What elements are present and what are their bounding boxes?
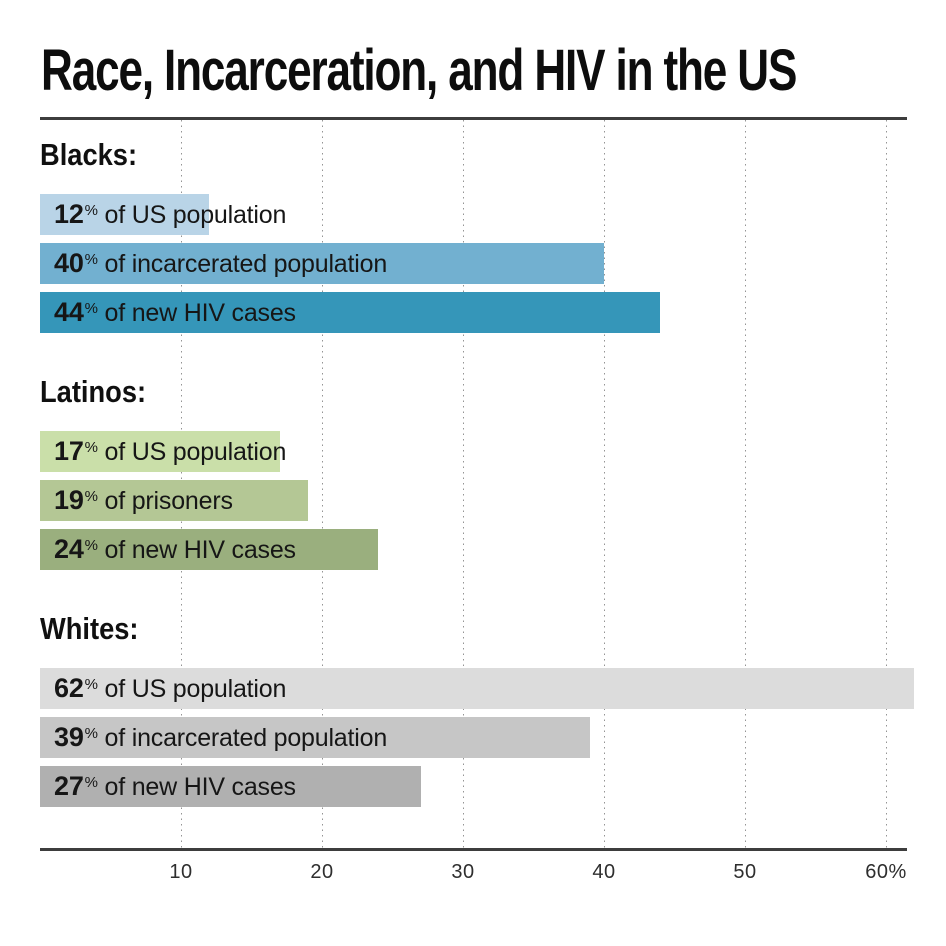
bar: 17% of US population xyxy=(40,431,286,472)
group-heading: Blacks: xyxy=(40,137,138,172)
bar-description: of new HIV cases xyxy=(97,299,297,327)
percent-sign: % xyxy=(84,725,98,742)
gridline xyxy=(745,120,746,848)
plot-area: Blacks: 12% of US population 40% of incarc… xyxy=(40,120,946,848)
group-heading: Whites: xyxy=(40,611,139,646)
x-tick-label: 40 xyxy=(592,861,616,883)
percent-sign: % xyxy=(84,774,98,791)
bar-label: 17% of US population xyxy=(54,436,286,467)
bar-label: 19% of prisoners xyxy=(54,485,233,516)
bar: 24% of new HIV cases xyxy=(40,529,379,570)
x-tick-label: 10 xyxy=(169,861,193,883)
bar-description: of incarcerated population xyxy=(97,250,388,278)
bar-label: 39% of incarcerated population xyxy=(54,722,387,753)
bar-value: 27 xyxy=(54,771,84,801)
gridline xyxy=(886,120,887,848)
bar: 62% of US population xyxy=(40,668,915,709)
bar-label: 40% of incarcerated population xyxy=(54,248,387,279)
bar: 19% of prisoners xyxy=(40,480,308,521)
percent-sign: % xyxy=(84,537,98,554)
gridline xyxy=(604,120,605,848)
bar-label: 44% of new HIV cases xyxy=(54,297,296,328)
percent-sign: % xyxy=(84,202,98,219)
bar-value: 24 xyxy=(54,534,84,564)
bar-description: of new HIV cases xyxy=(97,536,297,564)
bar-label: 27% of new HIV cases xyxy=(54,771,296,802)
group-heading: Latinos: xyxy=(40,374,147,409)
bar-label: 12% of US population xyxy=(54,199,286,230)
bar-label: 24% of new HIV cases xyxy=(54,534,296,565)
percent-sign: % xyxy=(84,300,98,317)
bar: 27% of new HIV cases xyxy=(40,766,421,807)
bar-value: 39 xyxy=(54,722,84,752)
x-tick-label: 60% xyxy=(865,861,907,883)
bar-value: 12 xyxy=(54,199,84,229)
percent-sign: % xyxy=(84,676,98,693)
bar-value: 19 xyxy=(54,485,84,515)
bar-label: 62% of US population xyxy=(54,673,286,704)
bar: 39% of incarcerated population xyxy=(40,717,590,758)
bar: 12% of US population xyxy=(40,194,286,235)
percent-sign: % xyxy=(84,251,98,268)
bar-description: of US population xyxy=(97,675,287,703)
top-rule xyxy=(40,117,907,120)
percent-sign: % xyxy=(84,439,98,456)
x-axis-line xyxy=(40,848,907,851)
bar-value: 17 xyxy=(54,436,84,466)
bar: 40% of incarcerated population xyxy=(40,243,604,284)
bar-value: 40 xyxy=(54,248,84,278)
x-tick-label: 50 xyxy=(733,861,757,883)
x-tick-label: 30 xyxy=(451,861,475,883)
gridline xyxy=(463,120,464,848)
bar-description: of incarcerated population xyxy=(97,724,388,752)
x-axis-tick-labels: 10 20 30 40 50 60% xyxy=(40,861,946,887)
bar-value: 44 xyxy=(54,297,84,327)
gridline xyxy=(322,120,323,848)
bar-description: of US population xyxy=(97,201,287,229)
bar-description: of prisoners xyxy=(97,487,233,515)
percent-sign: % xyxy=(84,488,98,505)
bar: 44% of new HIV cases xyxy=(40,292,661,333)
bar-description: of new HIV cases xyxy=(97,773,297,801)
bar-value: 62 xyxy=(54,673,84,703)
chart-title: Race, Incarceration, and HIV in the US xyxy=(41,38,797,103)
bar-description: of US population xyxy=(97,438,287,466)
x-tick-label: 20 xyxy=(310,861,334,883)
